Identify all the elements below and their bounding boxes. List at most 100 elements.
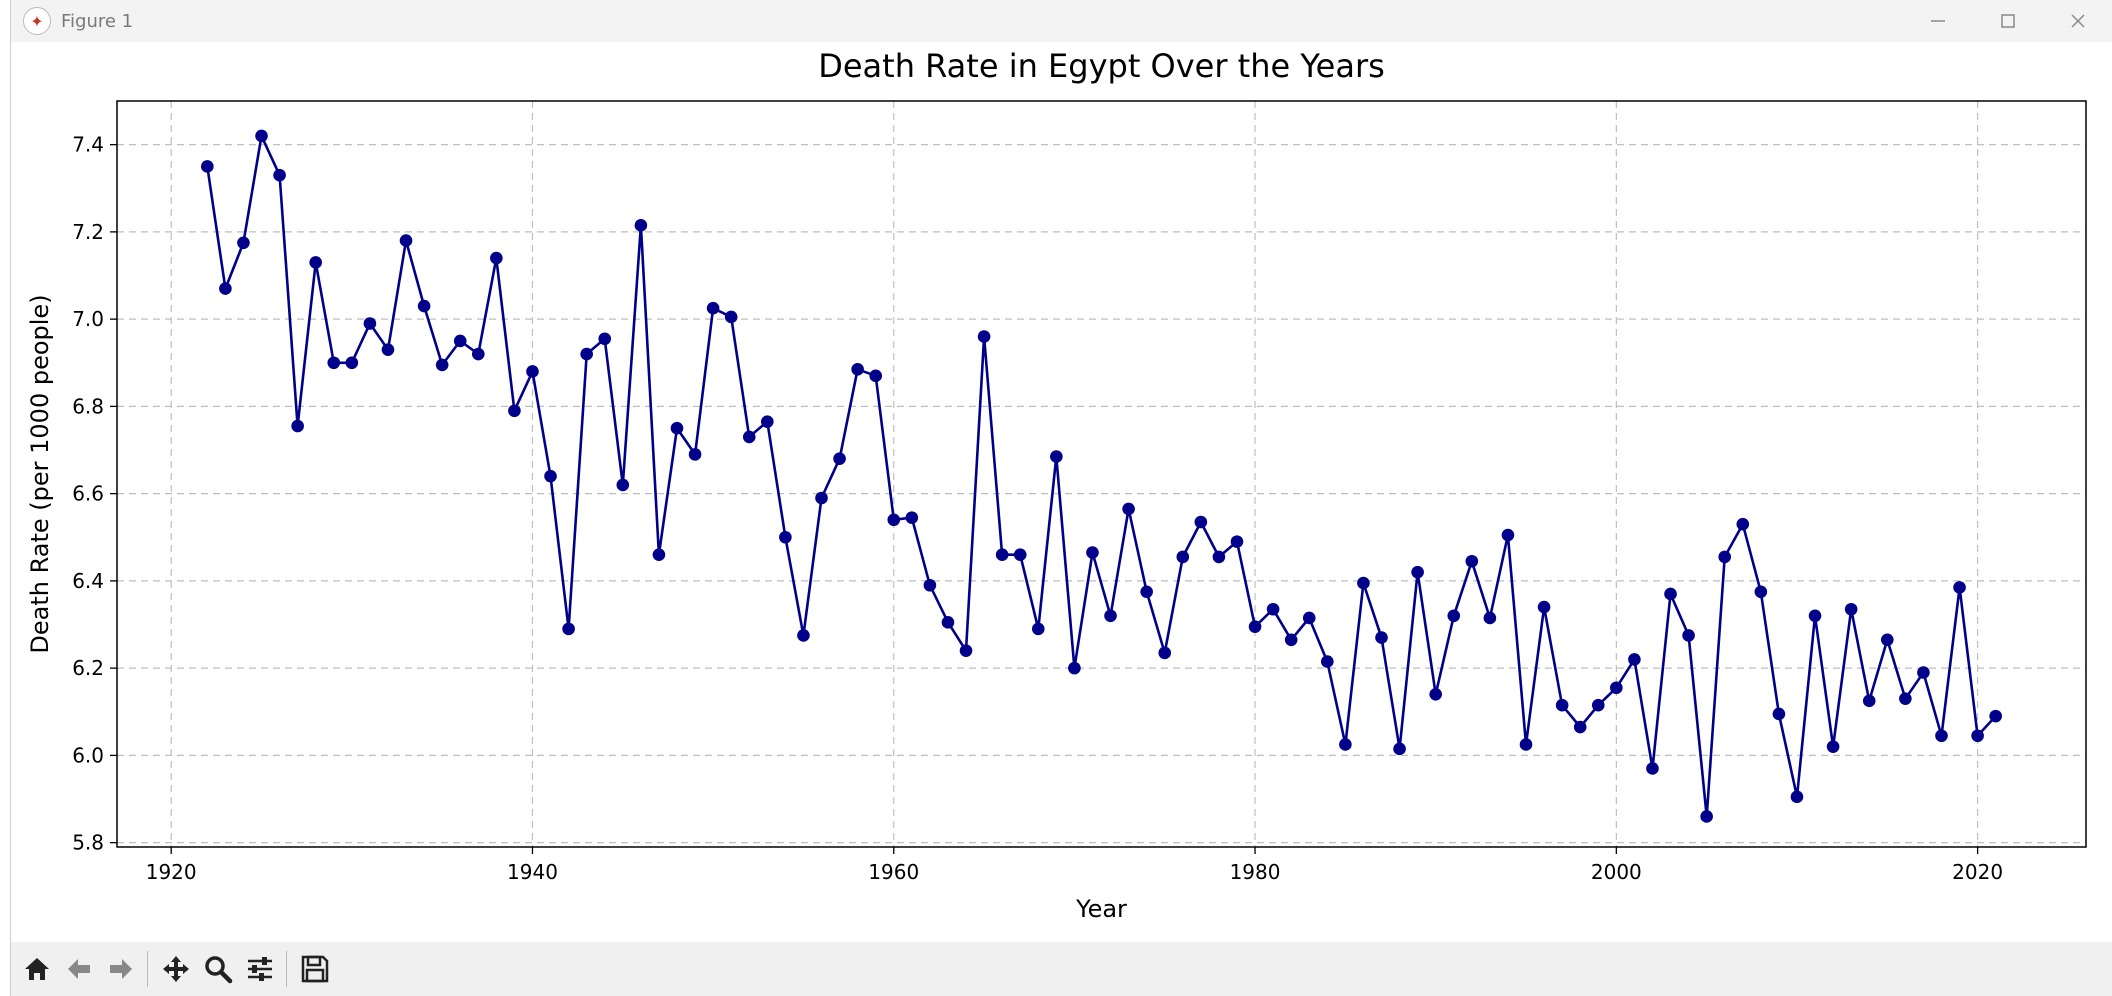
x-tick-label: 1940: [507, 860, 558, 884]
data-point: [1122, 502, 1135, 516]
data-point: [1068, 661, 1081, 675]
data-point: [1483, 611, 1497, 625]
data-point: [399, 234, 413, 247]
zoom-icon: [205, 956, 233, 984]
pan-button[interactable]: [156, 949, 196, 989]
data-point: [1953, 581, 1966, 594]
maximize-icon: [2001, 14, 2015, 28]
forward-button[interactable]: [101, 949, 141, 989]
data-point: [1736, 517, 1750, 531]
maximize-button[interactable]: [1973, 0, 2043, 42]
matplotlib-app-icon: ✦: [23, 7, 51, 35]
data-point: [255, 129, 268, 143]
data-point: [237, 236, 250, 250]
data-point: [526, 365, 539, 378]
y-tick-label: 6.6: [72, 482, 104, 506]
data-point: [1375, 631, 1388, 644]
data-point: [1050, 450, 1063, 463]
window-controls: [1903, 0, 2112, 42]
data-point: [995, 548, 1009, 562]
data-point: [201, 160, 214, 173]
data-point: [688, 448, 702, 461]
data-point: [1772, 707, 1786, 721]
data-point: [435, 358, 449, 372]
data-point: [941, 616, 955, 629]
data-point: [1411, 565, 1424, 579]
data-point: [1321, 655, 1334, 668]
toolbar-separator: [286, 951, 287, 987]
data-point: [471, 347, 485, 361]
data-point: [1158, 646, 1172, 660]
data-point: [1628, 653, 1641, 666]
data-point: [724, 310, 738, 324]
figure-canvas[interactable]: 1920 1940 1960 1980 2000 2020 5.8 6.0 6.2 6.4 6.6 6…: [11, 42, 2112, 942]
data-point: [616, 478, 630, 492]
data-point: [598, 332, 612, 346]
data-point: [417, 299, 431, 313]
data-point: [652, 548, 666, 562]
data-point: [1700, 810, 1713, 823]
data-point: [1971, 729, 1984, 743]
data-point: [345, 356, 359, 370]
y-axis-label: Death Rate (per 1000 people): [26, 294, 54, 653]
data-point: [1302, 611, 1316, 625]
data-point: [1790, 790, 1804, 804]
window-title: Figure 1: [61, 10, 134, 32]
data-point: [291, 419, 304, 433]
data-point: [1519, 738, 1533, 751]
data-point: [706, 301, 720, 315]
data-point: [1176, 550, 1190, 564]
line-chart: 1920 1940 1960 1980 2000 2020 5.8 6.0 6.2 6.4 6.6 6…: [26, 47, 2087, 923]
data-point: [1339, 738, 1352, 751]
data-point: [1989, 709, 2002, 723]
data-point: [1555, 698, 1569, 712]
data-point: [1393, 742, 1406, 756]
data-point: [1754, 585, 1768, 599]
data-point: [363, 317, 377, 330]
data-point: [869, 369, 882, 383]
minimize-button[interactable]: [1903, 0, 1973, 42]
zoom-button[interactable]: [198, 949, 238, 989]
data-point: [1194, 515, 1208, 529]
data-point: [1646, 762, 1659, 775]
data-point: [1013, 548, 1027, 562]
close-button[interactable]: [2043, 0, 2112, 42]
data-point: [1266, 602, 1280, 616]
configure-subplots-button[interactable]: [240, 949, 280, 989]
data-point: [742, 430, 756, 444]
navigation-toolbar: [11, 942, 2112, 996]
toolbar-separator: [147, 951, 148, 987]
data-point: [1664, 587, 1677, 601]
chart-title: Death Rate in Egypt Over the Years: [818, 47, 1385, 85]
data-point: [815, 491, 828, 505]
forward-icon: [110, 959, 132, 979]
data-point: [1862, 694, 1876, 708]
data-point: [327, 356, 341, 370]
data-point: [851, 362, 864, 376]
data-point: [923, 578, 937, 592]
save-button[interactable]: [295, 949, 335, 989]
back-button[interactable]: [59, 949, 99, 989]
grid-layer: [117, 101, 2086, 847]
y-tick-label: 6.8: [72, 394, 104, 418]
x-tick-label: 1980: [1230, 860, 1281, 884]
data-point: [1248, 620, 1262, 633]
axes-frame: [116, 100, 2087, 848]
data-point: [833, 452, 846, 466]
minimize-icon: [1931, 20, 1945, 22]
data-point: [1465, 554, 1479, 568]
data-point: [562, 622, 575, 636]
data-point: [1718, 550, 1732, 564]
y-tick-label: 7.0: [72, 307, 104, 331]
death-rate-series-line: [206, 134, 1997, 818]
data-point: [1104, 609, 1117, 623]
home-button[interactable]: [17, 949, 57, 989]
home-icon: [25, 958, 49, 980]
data-point: [273, 168, 286, 182]
data-point: [761, 415, 774, 428]
data-point: [959, 644, 973, 657]
data-point: [887, 513, 901, 527]
series-layer: [201, 129, 2002, 823]
data-point: [1447, 609, 1461, 623]
data-point: [1429, 688, 1442, 701]
